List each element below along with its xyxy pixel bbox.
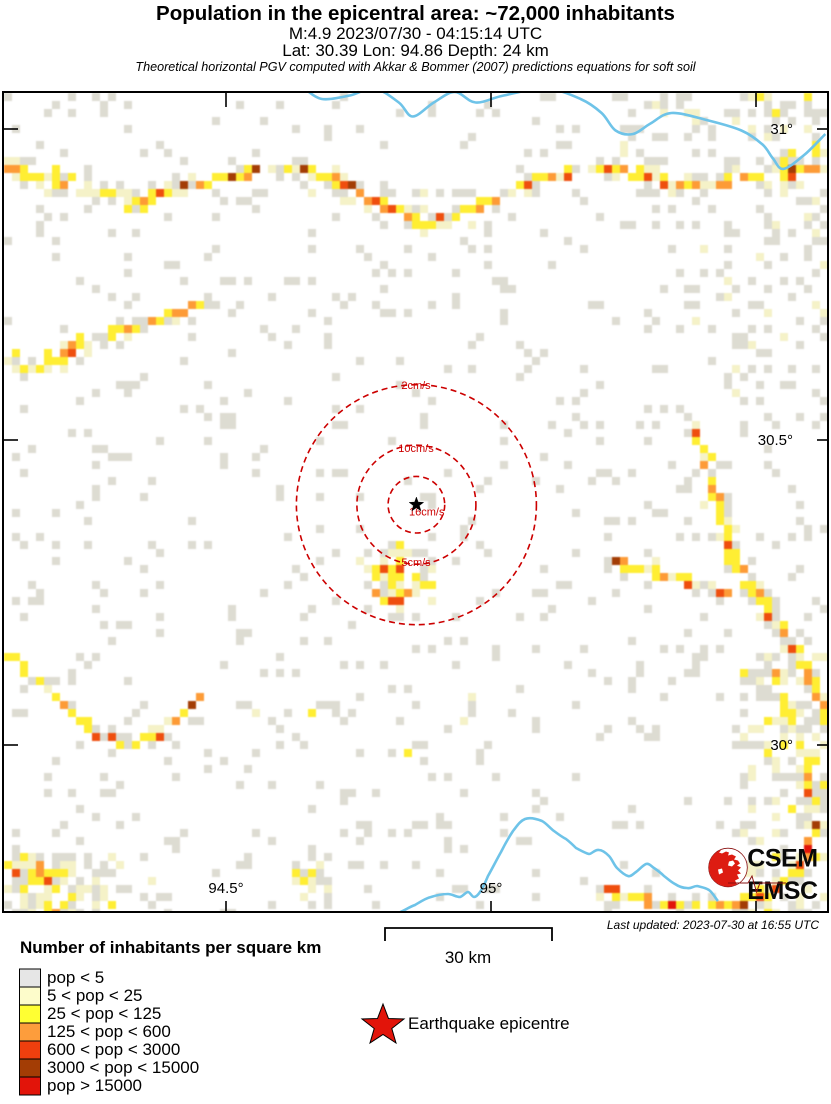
svg-text:10cm/s: 10cm/s [398,443,434,455]
svg-text:5 < pop < 25: 5 < pop < 25 [47,986,142,1005]
svg-text:pop < 5: pop < 5 [47,968,104,987]
svg-text:30.5°: 30.5° [758,432,793,449]
svg-text:31°: 31° [770,121,793,138]
svg-text:30 km: 30 km [445,948,491,967]
svg-text:3000 < pop < 15000: 3000 < pop < 15000 [47,1058,199,1077]
svg-text:CSEM: CSEM [747,845,817,873]
svg-text:125 < pop < 600: 125 < pop < 600 [47,1022,171,1041]
svg-text:5cm/s: 5cm/s [401,557,431,569]
svg-text:25 < pop < 125: 25 < pop < 125 [47,1004,161,1023]
svg-text:2cm/s: 2cm/s [401,380,431,392]
svg-text:30°: 30° [770,737,793,754]
svg-text:Earthquake epicentre: Earthquake epicentre [408,1014,570,1033]
svg-text:pop > 15000: pop > 15000 [47,1076,142,1095]
svg-text:95°: 95° [480,880,503,897]
svg-text:600 < pop < 3000: 600 < pop < 3000 [47,1040,180,1059]
svg-text:94.5°: 94.5° [208,880,243,897]
svg-text:EMSC: EMSC [747,877,818,905]
